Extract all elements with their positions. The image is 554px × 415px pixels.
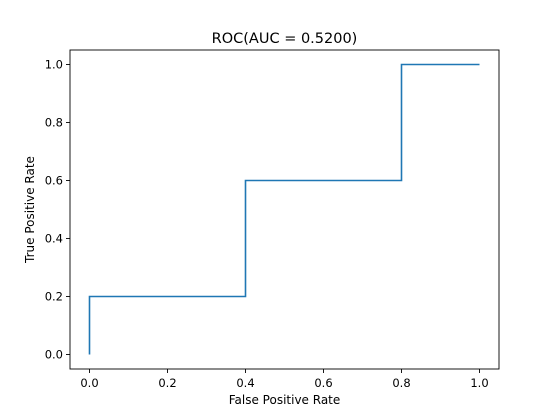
y-tick-label: 0.0: [45, 348, 63, 362]
plot-frame: [69, 49, 500, 370]
x-tick-label: 0.8: [392, 376, 410, 390]
chart-title: ROC(AUC = 0.5200): [212, 31, 358, 47]
y-axis-ticks: 0.0 0.2 0.4 0.6 0.8 1.0: [45, 58, 70, 362]
x-tick-label: 0.2: [158, 376, 176, 390]
x-tick-label: 0.4: [236, 376, 254, 390]
y-tick-label: 1.0: [45, 58, 63, 72]
x-tick-label: 0.0: [80, 376, 98, 390]
y-axis-label: True Positive Rate: [23, 156, 37, 264]
roc-curve-line: [88, 63, 480, 355]
y-tick-label: 0.6: [45, 174, 63, 188]
y-tick-label: 0.4: [45, 232, 63, 246]
plot-area: [88, 63, 480, 355]
x-axis-ticks: 0.0 0.2 0.4 0.6 0.8 1.0: [80, 369, 489, 390]
x-tick-label: 0.6: [314, 376, 332, 390]
y-tick-label: 0.8: [45, 116, 63, 130]
x-axis-label: False Positive Rate: [229, 393, 341, 407]
y-tick-label: 0.2: [45, 290, 63, 304]
x-tick-label: 1.0: [470, 376, 488, 390]
